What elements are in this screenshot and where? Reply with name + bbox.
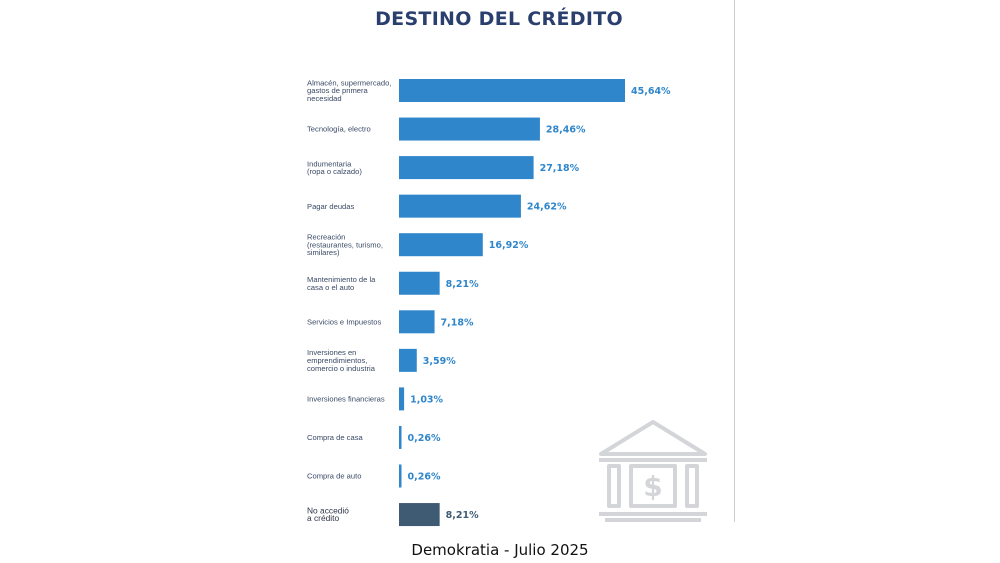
- svg-text:$: $: [643, 470, 662, 503]
- bar-value-label: 0,26%: [408, 472, 441, 483]
- bar: [399, 310, 435, 334]
- category-label: Inversiones financieras: [307, 395, 385, 404]
- bar: [399, 271, 440, 295]
- category-label: Compra de auto: [307, 472, 361, 481]
- bar: [399, 156, 534, 180]
- category-label: Indumentaria (ropa o calzado): [307, 159, 362, 176]
- bar-value-label: 3,59%: [423, 356, 456, 367]
- panel-divider: [734, 0, 735, 522]
- category-label: Compra de casa: [307, 433, 363, 442]
- category-label: Mantenimiento de la casa o el auto: [307, 275, 376, 292]
- bar-value-label: 24,62%: [527, 202, 567, 213]
- bar-value-label: 8,21%: [446, 279, 479, 290]
- caption: Demokratia - Julio 2025: [411, 541, 589, 559]
- bar-value-label: 1,03%: [410, 394, 443, 405]
- bar: [399, 503, 440, 527]
- bar: [399, 387, 405, 411]
- bar: [399, 464, 402, 488]
- category-label: Inversiones en emprendimientos, comercio o…: [307, 348, 376, 373]
- bar-value-label: 27,18%: [540, 163, 580, 174]
- bar: [399, 425, 402, 449]
- chart-title: DESTINO DEL CRÉDITO: [375, 8, 623, 30]
- bar-value-label: 0,26%: [408, 433, 441, 444]
- bar-value-label: 45,64%: [631, 86, 671, 97]
- bar: [399, 348, 417, 372]
- category-label: No accedió a crédito: [307, 505, 349, 523]
- category-label: Servicios e Impuestos: [307, 317, 381, 326]
- bar-value-label: 16,92%: [489, 240, 529, 251]
- bar: [399, 194, 521, 218]
- bar: [399, 79, 625, 102]
- bar-value-label: 7,18%: [441, 317, 474, 328]
- bar: [399, 233, 483, 257]
- bar: [399, 117, 540, 141]
- bar-value-label: 8,21%: [446, 510, 479, 521]
- category-label: Recreación (restaurantes, turismo, similar…: [307, 233, 383, 258]
- bar-value-label: 28,46%: [546, 125, 586, 136]
- category-label: Pagar deudas: [307, 202, 354, 211]
- category-label: Almacén, supermercado, gastos de primera n…: [307, 78, 391, 103]
- bank-dollar-icon: $: [599, 420, 707, 522]
- category-label: Tecnología, electro: [307, 125, 371, 134]
